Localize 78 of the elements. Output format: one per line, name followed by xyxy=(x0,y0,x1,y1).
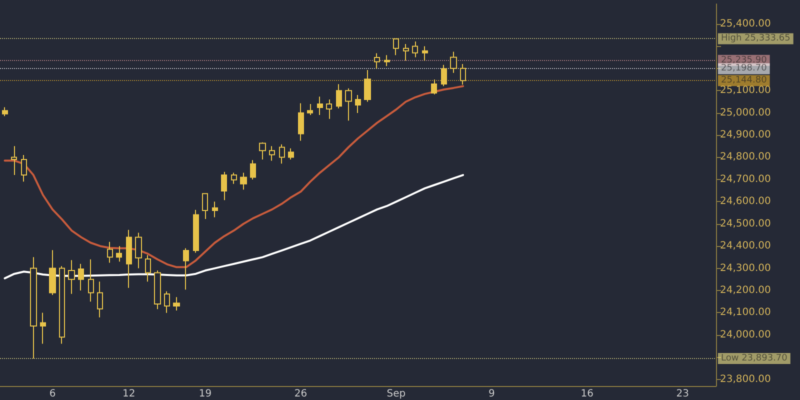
candlestick xyxy=(431,79,437,95)
y-tick-label: 24,100.00 xyxy=(720,307,771,318)
y-tick-label: 23,800.00 xyxy=(720,374,771,385)
candlestick xyxy=(355,94,361,114)
candlestick xyxy=(107,241,113,264)
candlestick xyxy=(212,201,218,218)
candlestick xyxy=(154,270,161,310)
candlestick xyxy=(183,248,189,290)
x-tick-label: Sep xyxy=(386,388,406,400)
candlestick xyxy=(269,146,275,162)
x-tick-label: 12 xyxy=(122,388,136,400)
candlestick xyxy=(97,281,103,318)
candlestick xyxy=(460,63,466,86)
candlestick xyxy=(298,102,304,142)
candlestick xyxy=(49,250,56,296)
x-tick-label: 16 xyxy=(580,388,594,400)
candlestick xyxy=(250,160,256,180)
candlestick xyxy=(422,46,428,62)
ref-line-label: High 25,333.65 xyxy=(721,34,790,44)
candlestick xyxy=(374,52,380,70)
candlestick xyxy=(116,246,122,262)
x-tick-label: 9 xyxy=(488,388,495,400)
candlestick xyxy=(450,51,457,74)
candlestick xyxy=(145,254,151,282)
candlestick xyxy=(393,38,399,56)
line-series xyxy=(4,174,464,280)
candlestick xyxy=(403,43,409,62)
y-tick-label: 24,500.00 xyxy=(720,218,771,230)
candlestick xyxy=(11,146,17,176)
candlestick xyxy=(88,258,94,302)
y-tick-label: 25,100.00 xyxy=(720,85,771,96)
candlestick xyxy=(193,209,199,254)
y-tick-label: 25,400.00 xyxy=(720,18,771,30)
x-tick-label: 26 xyxy=(294,388,308,400)
candlestick xyxy=(240,172,247,190)
ref-line-label: 25,235.90 xyxy=(721,55,768,66)
y-tick-label: 24,900.00 xyxy=(720,130,771,141)
candlestick xyxy=(345,88,352,122)
candlestick xyxy=(202,192,208,220)
candlestick xyxy=(317,96,323,116)
candlestick xyxy=(30,256,37,360)
candlestick xyxy=(279,144,285,164)
candlestick xyxy=(126,229,132,288)
x-tick-label: 19 xyxy=(198,388,212,400)
candlestick xyxy=(288,148,294,160)
candlestick xyxy=(21,154,27,182)
candlestick xyxy=(68,260,75,294)
x-tick-label: 23 xyxy=(676,388,689,400)
candlestick xyxy=(221,171,227,201)
candlestick xyxy=(59,266,65,344)
y-tick-label: 24,000.00 xyxy=(720,329,771,340)
line-series xyxy=(4,85,464,268)
candlestick xyxy=(364,69,371,102)
candlestick xyxy=(231,172,237,184)
y-tick-label: 24,300.00 xyxy=(720,262,771,274)
candlestick xyxy=(164,290,170,314)
y-tick-label: 24,600.00 xyxy=(720,196,771,208)
candlestick xyxy=(384,54,390,67)
y-tick-label: 24,700.00 xyxy=(720,174,771,185)
candlestick xyxy=(78,263,84,291)
candlestick xyxy=(326,99,332,120)
candlestick xyxy=(307,103,313,116)
y-tick-label: 25,000.00 xyxy=(720,107,771,118)
y-tick-label: 24,400.00 xyxy=(720,240,771,252)
ref-line-label: 25,198.70 xyxy=(721,64,768,74)
candlestick xyxy=(336,84,342,109)
ref-line-label: Low 23,893.70 xyxy=(721,354,788,364)
x-tick-label: 6 xyxy=(49,388,56,400)
candlestick xyxy=(173,296,180,311)
ref-line-label: 25,144.80 xyxy=(721,76,768,86)
candlestick xyxy=(40,312,46,344)
candlestick xyxy=(135,232,142,269)
y-tick-label: 24,200.00 xyxy=(720,285,771,296)
candlestick xyxy=(259,142,266,160)
candlestick xyxy=(412,41,418,58)
candlestick xyxy=(441,64,447,87)
y-tick-label: 24,800.00 xyxy=(720,152,771,163)
candlestick xyxy=(2,106,8,117)
